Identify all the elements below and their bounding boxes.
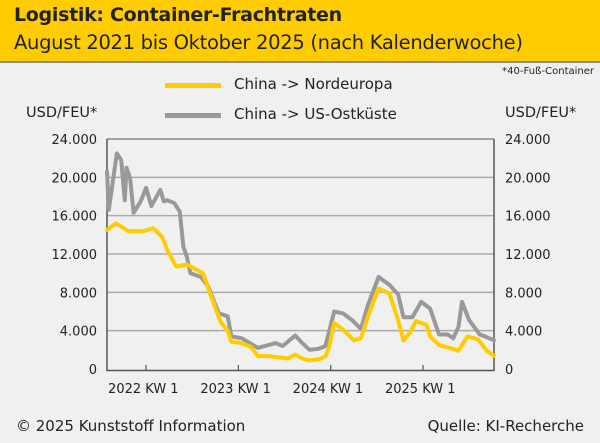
legend-label-us: China -> US-Ostküste	[234, 105, 397, 123]
y-tick-label-left: 16.000	[52, 210, 98, 225]
y-tick-label-right: 24.000	[505, 133, 551, 148]
legend-swatch-us	[165, 113, 221, 118]
footnote: *40-Fuß-Container	[502, 66, 594, 77]
series-line-china-us-ostkueste	[105, 151, 496, 352]
y-tick-label-right: 4.000	[505, 325, 542, 340]
x-tick-label: 2025 KW 1	[385, 382, 456, 397]
y-tick-label-right: 8.000	[505, 286, 542, 301]
series-line-china-nordeuropa	[105, 221, 496, 363]
chart-title: Logistik: Container-Frachtraten	[14, 4, 342, 26]
y-axis-label-right: USD/FEU*	[505, 105, 577, 121]
y-tick-label-right: 12.000	[505, 248, 551, 263]
y-tick-label-left: 4.000	[60, 325, 97, 340]
y-tick-label-left: 12.000	[52, 248, 98, 263]
y-tick-label-left: 8.000	[60, 286, 97, 301]
y-tick-label-left: 0	[89, 363, 97, 378]
copyright: © 2025 Kunststoff Information	[16, 417, 246, 435]
x-tick-label: 2024 KW 1	[293, 382, 364, 397]
y-tick-label-right: 0	[505, 363, 513, 378]
source: Quelle: KI-Recherche	[427, 417, 584, 435]
chart-subtitle: August 2021 bis Oktober 2025 (nach Kalen…	[14, 31, 523, 54]
legend-label-nordeuropa: China -> Nordeuropa	[234, 75, 393, 93]
y-tick-label-right: 20.000	[505, 171, 551, 186]
x-tick-label: 2022 KW 1	[108, 382, 179, 397]
y-axis-label-left: USD/FEU*	[26, 105, 98, 121]
y-tick-label-left: 24.000	[52, 133, 98, 148]
x-tick-label: 2023 KW 1	[200, 382, 271, 397]
y-tick-label-right: 16.000	[505, 210, 551, 225]
header-banner: Logistik: Container-Frachtraten August 2…	[0, 0, 600, 63]
legend-swatch-nordeuropa	[165, 83, 221, 88]
y-tick-label-left: 20.000	[52, 171, 98, 186]
